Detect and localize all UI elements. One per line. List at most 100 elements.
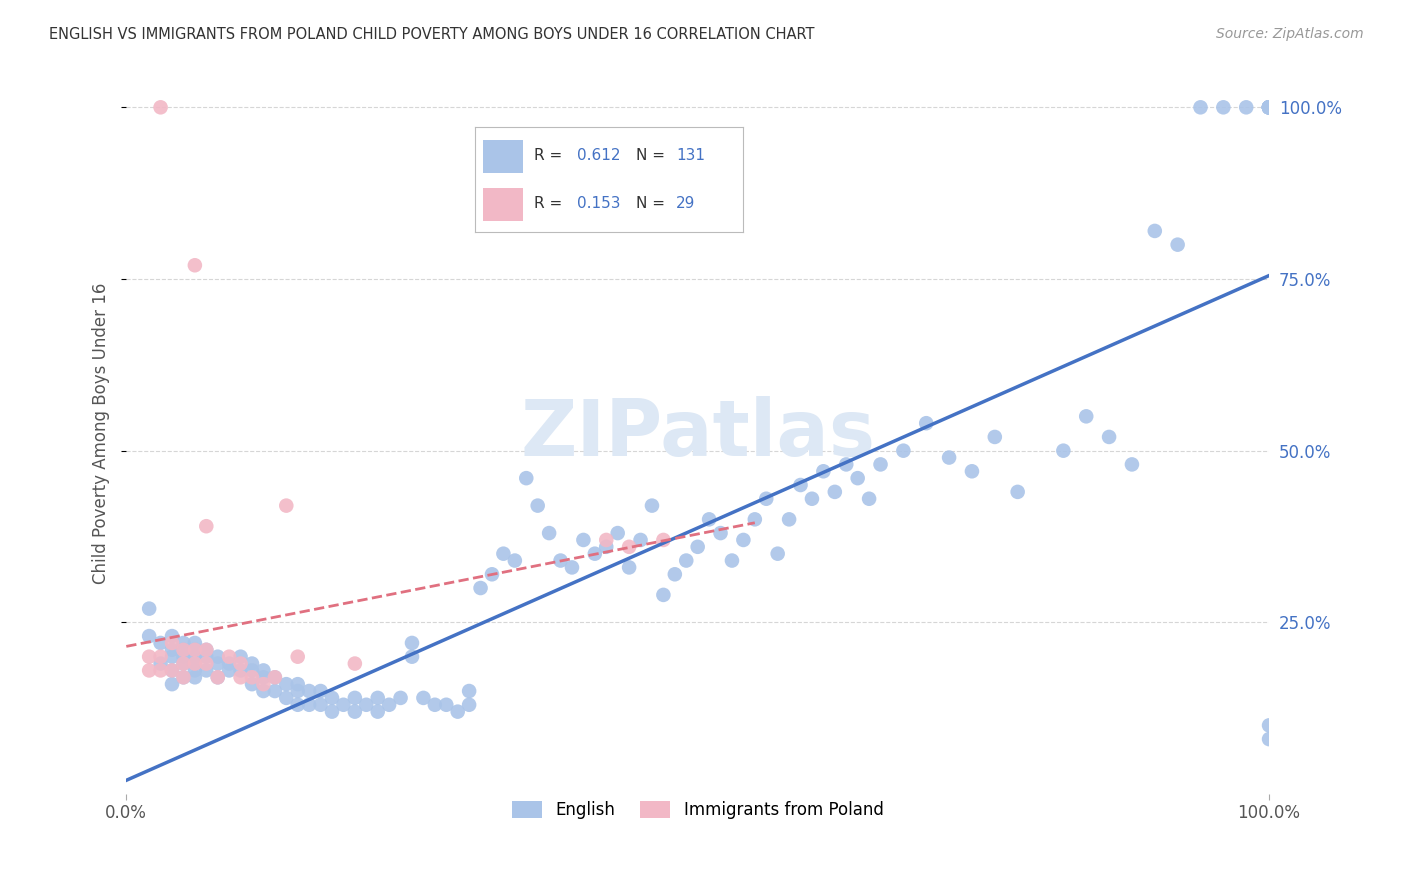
Point	[447, 705, 470, 719]
Point	[207, 657, 229, 671]
Point	[229, 657, 252, 671]
Point	[160, 643, 183, 657]
Point	[1098, 430, 1121, 444]
Point	[184, 643, 207, 657]
Point	[287, 677, 309, 691]
Point	[1143, 224, 1166, 238]
Point	[287, 649, 309, 664]
Point	[1212, 100, 1234, 114]
Point	[184, 649, 207, 664]
Text: Source: ZipAtlas.com: Source: ZipAtlas.com	[1216, 27, 1364, 41]
Point	[652, 533, 675, 547]
Point	[378, 698, 401, 712]
Point	[1121, 458, 1143, 472]
Point	[195, 643, 218, 657]
Point	[526, 499, 548, 513]
Point	[630, 533, 652, 547]
Point	[789, 478, 811, 492]
Point	[321, 705, 343, 719]
Point	[321, 690, 343, 705]
Point	[184, 664, 207, 678]
Point	[160, 664, 183, 678]
Point	[1258, 718, 1281, 732]
Point	[606, 526, 628, 541]
Point	[401, 649, 423, 664]
Point	[389, 690, 412, 705]
Point	[263, 684, 285, 698]
Point	[172, 643, 194, 657]
Point	[538, 526, 561, 541]
Point	[160, 629, 183, 643]
Point	[207, 649, 229, 664]
Point	[675, 553, 697, 567]
Point	[1258, 100, 1281, 114]
Point	[276, 690, 298, 705]
Point	[434, 698, 457, 712]
Point	[343, 657, 366, 671]
Point	[893, 443, 915, 458]
Point	[846, 471, 869, 485]
Point	[1189, 100, 1212, 114]
Legend: English, Immigrants from Poland: English, Immigrants from Poland	[505, 794, 890, 825]
Point	[172, 643, 194, 657]
Point	[184, 258, 207, 272]
Point	[276, 677, 298, 691]
Point	[835, 458, 858, 472]
Point	[195, 649, 218, 664]
Point	[343, 705, 366, 719]
Point	[298, 684, 321, 698]
Point	[332, 698, 354, 712]
Point	[652, 588, 675, 602]
Point	[583, 547, 606, 561]
Point	[240, 664, 263, 678]
Point	[172, 670, 194, 684]
Point	[229, 649, 252, 664]
Point	[515, 471, 537, 485]
Point	[470, 581, 492, 595]
Point	[1258, 100, 1281, 114]
Point	[824, 484, 846, 499]
Point	[184, 636, 207, 650]
Point	[149, 657, 172, 671]
Point	[240, 657, 263, 671]
Point	[766, 547, 789, 561]
Point	[1076, 409, 1098, 424]
Point	[309, 698, 332, 712]
Point	[1258, 100, 1281, 114]
Point	[160, 636, 183, 650]
Point	[572, 533, 595, 547]
Point	[149, 664, 172, 678]
Point	[356, 698, 378, 712]
Point	[218, 657, 240, 671]
Point	[401, 636, 423, 650]
Point	[778, 512, 800, 526]
Point	[149, 649, 172, 664]
Point	[423, 698, 446, 712]
Point	[195, 664, 218, 678]
Point	[263, 670, 285, 684]
Point	[709, 526, 731, 541]
Point	[149, 100, 172, 114]
Point	[287, 698, 309, 712]
Point	[240, 677, 263, 691]
Point	[367, 705, 389, 719]
Point	[172, 636, 194, 650]
Point	[138, 629, 160, 643]
Point	[1167, 237, 1189, 252]
Point	[218, 649, 240, 664]
Point	[858, 491, 880, 506]
Point	[1258, 100, 1281, 114]
Text: ENGLISH VS IMMIGRANTS FROM POLAND CHILD POVERTY AMONG BOYS UNDER 16 CORRELATION : ENGLISH VS IMMIGRANTS FROM POLAND CHILD …	[49, 27, 814, 42]
Point	[160, 649, 183, 664]
Point	[664, 567, 686, 582]
Point	[595, 540, 617, 554]
Point	[1258, 100, 1281, 114]
Text: ZIPatlas: ZIPatlas	[520, 395, 875, 472]
Point	[367, 690, 389, 705]
Point	[195, 519, 218, 533]
Point	[481, 567, 503, 582]
Point	[1258, 100, 1281, 114]
Y-axis label: Child Poverty Among Boys Under 16: Child Poverty Among Boys Under 16	[93, 283, 110, 584]
Point	[172, 657, 194, 671]
Point	[617, 560, 640, 574]
